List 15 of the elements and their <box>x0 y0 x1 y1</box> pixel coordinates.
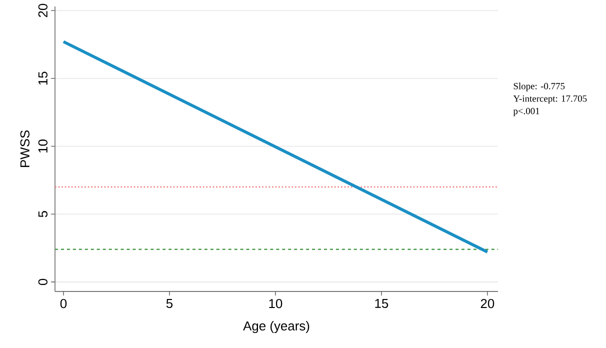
x-axis-title: Age (years) <box>243 320 310 333</box>
x-tick-label: 20 <box>480 298 494 308</box>
y-tick-label: 5 <box>38 210 48 217</box>
y-tick-label: 0 <box>38 278 48 285</box>
text: p<.001 <box>513 108 540 116</box>
y-tick-label: 10 <box>38 139 48 152</box>
text: Y-intercept: 17.705 <box>513 95 587 104</box>
y-axis-title: PWSS <box>20 130 30 167</box>
y-tick-label: 20 <box>38 4 48 17</box>
text: Slope: -0.775 <box>514 82 565 92</box>
y-tick-label: 15 <box>38 72 48 84</box>
x-tick-label: 5 <box>166 298 173 308</box>
x-tick-label: 0 <box>60 298 67 308</box>
x-tick-label: 10 <box>269 298 282 308</box>
x-tick-label: 15 <box>375 298 388 308</box>
